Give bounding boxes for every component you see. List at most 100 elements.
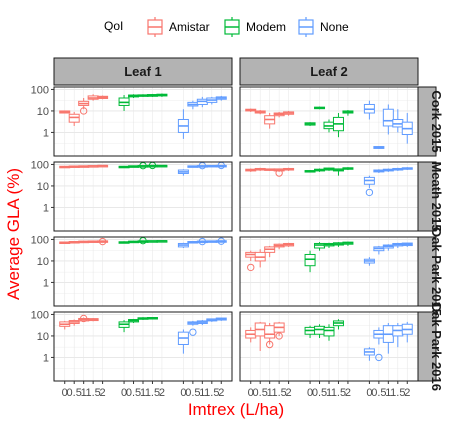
- box-none-dose-0: [177, 169, 189, 176]
- box-amistar-dose-0: [59, 110, 71, 114]
- box-none-dose-1.5: [206, 240, 218, 243]
- x-tick-label: 1.5: [390, 387, 405, 399]
- box-none-dose-1.5: [392, 242, 404, 249]
- panel-r2-c2: [239, 161, 419, 232]
- box-modem-dose-0: [118, 241, 130, 244]
- panel-border: [239, 86, 419, 157]
- box-amistar-dose-0.5: [254, 110, 266, 115]
- box-amistar-dose-1: [264, 245, 276, 258]
- x-tick-label: 0: [366, 387, 372, 399]
- box-amistar-dose-1.5: [87, 318, 99, 322]
- box-none-dose-0: [177, 242, 189, 249]
- y-tick-label: 1: [43, 277, 49, 289]
- box-modem-dose-1: [137, 317, 149, 321]
- box-amistar-dose-1.5: [273, 321, 285, 340]
- box-modem-dose-1.5: [146, 93, 158, 97]
- box-none-dose-2: [401, 167, 413, 171]
- x-tick-label: 0: [121, 387, 127, 399]
- row-strip-label: Oak Park 2016: [429, 302, 444, 391]
- box-modem-dose-2: [156, 240, 168, 243]
- box-none-dose-0.5: [373, 245, 385, 255]
- iqr-box: [68, 113, 80, 123]
- box-amistar-dose-1: [264, 113, 276, 129]
- x-tick-label: 1.5: [271, 387, 286, 399]
- legend-key-modem: [224, 17, 240, 37]
- row-strip-label: Cork 2015: [429, 90, 444, 152]
- box-modem-dose-0: [304, 122, 316, 126]
- x-tick-label: 1.5: [145, 387, 160, 399]
- box-none-dose-0: [363, 347, 375, 361]
- box-amistar-dose-0: [245, 327, 257, 343]
- panel-border: [53, 236, 233, 307]
- box-none-dose-2: [401, 242, 413, 247]
- iqr-box: [382, 108, 394, 127]
- box-amistar-dose-2: [283, 167, 295, 171]
- box-modem-dose-2: [156, 164, 168, 168]
- box-none-dose-1: [382, 323, 394, 354]
- box-modem-dose-1.5: [332, 242, 344, 247]
- box-amistar-dose-0.5: [68, 241, 80, 244]
- box-modem-dose-2: [342, 110, 354, 116]
- panel-border: [239, 236, 419, 307]
- y-tick-label: 100: [31, 159, 49, 171]
- panel-border: [53, 161, 233, 232]
- box-none-dose-2: [215, 161, 227, 170]
- box-none-dose-1.5: [392, 167, 404, 171]
- box-amistar-dose-1.5: [87, 240, 99, 243]
- box-amistar-dose-0: [59, 320, 71, 330]
- box-none-dose-0.5: [187, 241, 199, 244]
- box-none-dose-0.5: [187, 165, 199, 168]
- box-amistar-dose-1.5: [87, 165, 99, 168]
- box-none-dose-1: [382, 244, 394, 251]
- box-amistar-dose-0.5: [254, 167, 266, 171]
- column-strip-1: [53, 57, 233, 86]
- box-amistar-dose-2: [97, 164, 109, 168]
- box-none-dose-1.5: [206, 164, 218, 168]
- panel-border: [53, 86, 233, 157]
- box-modem-dose-0: [118, 165, 130, 169]
- box-amistar-dose-1: [264, 323, 276, 349]
- x-tick-label: 0.5: [253, 387, 268, 399]
- box-modem-dose-1: [323, 167, 335, 171]
- box-amistar-dose-1.5: [273, 111, 285, 118]
- box-none-dose-1.5: [206, 96, 218, 105]
- box-amistar-dose-0.5: [254, 321, 266, 351]
- x-tick-label: 0: [248, 387, 254, 399]
- box-modem-dose-1.5: [332, 168, 344, 176]
- outlier-point: [79, 107, 88, 115]
- box-none-dose-0.5: [373, 146, 385, 149]
- box-amistar-dose-0: [245, 168, 257, 172]
- x-tick-label: 1: [385, 387, 391, 399]
- box-none-dose-1: [196, 96, 208, 108]
- y-tick-label: 1: [43, 352, 49, 364]
- legend-key-amistar: [147, 17, 163, 37]
- x-tick-label: 0: [62, 387, 68, 399]
- box-modem-dose-2: [342, 167, 354, 171]
- box-none-dose-0: [363, 100, 375, 120]
- legend-key-none: [298, 17, 314, 37]
- legend: QoI Amistar Modem None: [104, 17, 349, 37]
- outlier-point: [79, 314, 88, 323]
- iqr-box: [323, 326, 335, 337]
- x-tick-label: 1: [199, 387, 205, 399]
- box-none-dose-1: [382, 168, 394, 172]
- box-amistar-dose-1.5: [87, 94, 99, 101]
- panel-r2-c1: [53, 161, 233, 232]
- y-tick-label: 10: [37, 331, 49, 343]
- box-amistar-dose-0.5: [254, 249, 266, 268]
- box-amistar-dose-1.5: [273, 243, 285, 250]
- iqr-box: [304, 253, 316, 267]
- outlier-point: [365, 188, 374, 197]
- x-tick-label: 1.5: [85, 387, 100, 399]
- box-none-dose-0: [177, 329, 189, 354]
- box-none-dose-1: [196, 320, 208, 326]
- x-tick-label: 1.5: [204, 387, 219, 399]
- panel-r1-c2: [239, 86, 419, 157]
- x-tick-label: 1: [326, 387, 332, 399]
- box-none-dose-0.5: [373, 169, 385, 174]
- legend-label-modem: Modem: [246, 20, 286, 34]
- x-tick-label: 1.5: [331, 387, 346, 399]
- outlier-point: [189, 328, 197, 336]
